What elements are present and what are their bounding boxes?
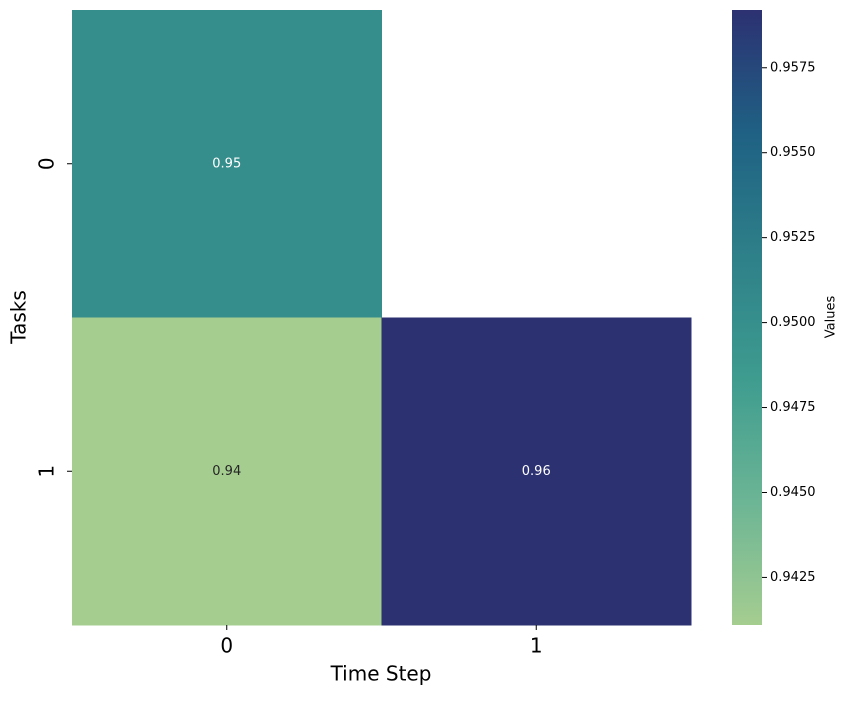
colorbar-tick-label: 0.9550: [770, 145, 816, 160]
cell-label: 0.96: [522, 464, 551, 479]
colorbar-tick-label: 0.9525: [770, 230, 816, 245]
heatmap-cell: [72, 10, 382, 318]
cell-label: 0.95: [212, 156, 241, 171]
x-tick-label: 0: [220, 634, 233, 658]
x-axis-label: Time Step: [330, 662, 432, 686]
colorbar-tick-label: 0.9500: [770, 315, 816, 330]
y-axis-label: Tasks: [7, 290, 31, 345]
colorbar-tick-label: 0.9575: [770, 60, 816, 75]
colorbar-tick-label: 0.9425: [770, 570, 816, 585]
y-tick-label: 0: [35, 157, 59, 170]
colorbar-tick-label: 0.9475: [770, 400, 816, 415]
colorbar-tick-label: 0.9450: [770, 485, 816, 500]
colorbar: [732, 10, 762, 625]
x-tick-label: 1: [530, 634, 543, 658]
colorbar-label: Values: [824, 296, 839, 339]
cell-label: 0.94: [212, 464, 241, 479]
heatmap-cell: [381, 317, 692, 626]
heatmap-cell: [72, 317, 382, 626]
y-tick-label: 1: [35, 465, 59, 478]
